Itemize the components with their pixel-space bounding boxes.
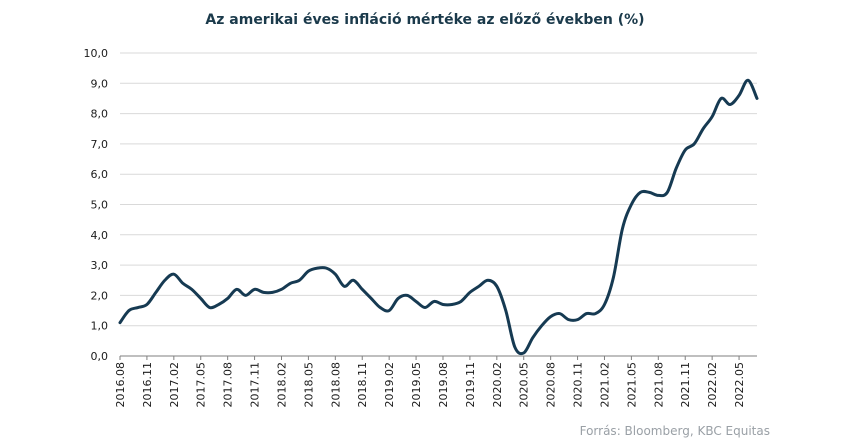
x-tick-label: 2017.05 xyxy=(195,362,208,408)
y-tick-label: 10,0 xyxy=(84,47,109,60)
axes xyxy=(119,355,757,360)
chart-title: Az amerikai éves infláció mértéke az elő… xyxy=(205,12,645,28)
x-tick-label: 2020.11 xyxy=(572,362,585,408)
x-tick-label: 2020.08 xyxy=(545,362,558,408)
y-axis-ticks: 0,0 1,0 2,0 3,0 4,0 5,0 6,0 7,0 8,0 9,0 10,0 xyxy=(84,47,109,363)
x-tick-label: 2016.08 xyxy=(114,362,127,408)
x-tick-label: 2021.08 xyxy=(652,362,665,408)
x-tick-label: 2022.02 xyxy=(706,362,719,408)
x-tick-label: 2019.11 xyxy=(464,362,477,408)
x-tick-label: 2016.11 xyxy=(141,362,154,408)
y-tick-label: 1,0 xyxy=(91,320,109,333)
x-tick-label: 2022.05 xyxy=(733,362,746,408)
y-tick-label: 8,0 xyxy=(91,108,109,121)
x-tick-label: 2020.05 xyxy=(518,362,531,408)
x-tick-label: 2018.05 xyxy=(302,362,315,408)
gridlines xyxy=(120,52,757,327)
y-tick-label: 9,0 xyxy=(91,77,109,90)
x-tick-label: 2019.02 xyxy=(383,362,396,408)
x-axis-ticks: 2016.08 2016.11 2017.02 2017.05 2017.08 2017.… xyxy=(114,362,746,408)
x-tick-label: 2020.02 xyxy=(491,362,504,408)
x-tick-label: 2018.08 xyxy=(329,362,342,408)
x-tick-label: 2017.08 xyxy=(222,362,235,408)
source-note: Forrás: Bloomberg, KBC Equitas xyxy=(579,424,770,438)
y-tick-label: 0,0 xyxy=(91,350,109,363)
x-tick-label: 2018.02 xyxy=(275,362,288,408)
x-tick-label: 2021.02 xyxy=(598,362,611,408)
x-tick-label: 2018.11 xyxy=(356,362,369,408)
x-tick-label: 2017.11 xyxy=(249,362,262,408)
x-tick-label: 2019.05 xyxy=(410,362,423,408)
y-tick-label: 6,0 xyxy=(91,168,109,181)
series-layer xyxy=(118,78,759,356)
y-tick-label: 5,0 xyxy=(91,199,109,212)
inflation-line xyxy=(118,78,759,356)
x-tick-label: 2021.05 xyxy=(625,362,638,408)
y-tick-label: 4,0 xyxy=(91,229,109,242)
x-tick-label: 2021.11 xyxy=(679,362,692,408)
x-tick-label: 2017.02 xyxy=(168,362,181,408)
x-tick-label: 2019.08 xyxy=(437,362,450,408)
y-tick-label: 3,0 xyxy=(91,259,109,272)
y-tick-label: 2,0 xyxy=(91,289,109,302)
y-tick-label: 7,0 xyxy=(91,138,109,151)
